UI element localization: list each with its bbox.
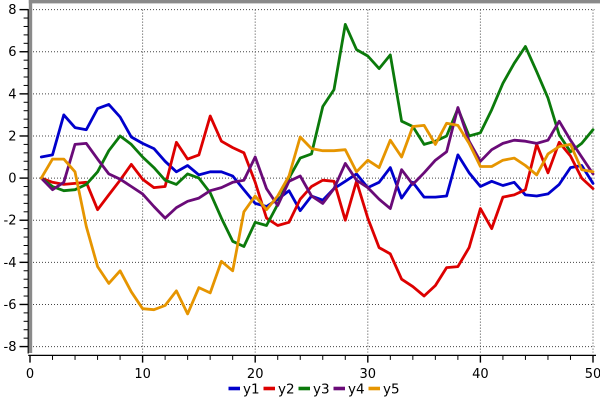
x-axis-tick-label: 20 — [247, 367, 264, 382]
y-axis-tick-label: -2 — [4, 214, 17, 229]
y-axis-tick-label: -4 — [4, 256, 17, 271]
y-axis-tick-label: 0 — [8, 172, 16, 187]
y-axis-tick-label: 2 — [8, 129, 16, 144]
x-axis-tick-label: 0 — [26, 367, 34, 382]
x-axis-tick-label: 50 — [585, 367, 600, 382]
y-axis-tick-label: -8 — [4, 340, 17, 355]
series-line-y4 — [39, 106, 595, 220]
legend-label-y5: y5 — [383, 381, 400, 397]
legend-label-y3: y3 — [313, 381, 330, 397]
y-axis-tick-label: -6 — [4, 298, 17, 313]
legend-label-y2: y2 — [278, 381, 295, 397]
plot-frame-left — [28, 0, 33, 353]
y-axis-tick-label: 8 — [8, 3, 16, 18]
x-axis-tick-label: 10 — [134, 367, 151, 382]
series-line-y5 — [39, 121, 595, 316]
x-axis-tick-label: 30 — [360, 367, 377, 382]
y-axis-tick-label: 4 — [8, 87, 16, 102]
series-line-y2 — [39, 114, 595, 298]
legend-label-y4: y4 — [348, 381, 365, 397]
plot-frame-top — [28, 0, 600, 4]
y-axis-tick-label: 6 — [8, 45, 16, 60]
x-axis-tick-label: 40 — [472, 367, 489, 382]
legend-label-y1: y1 — [243, 381, 260, 397]
series-line-y3 — [39, 22, 595, 248]
